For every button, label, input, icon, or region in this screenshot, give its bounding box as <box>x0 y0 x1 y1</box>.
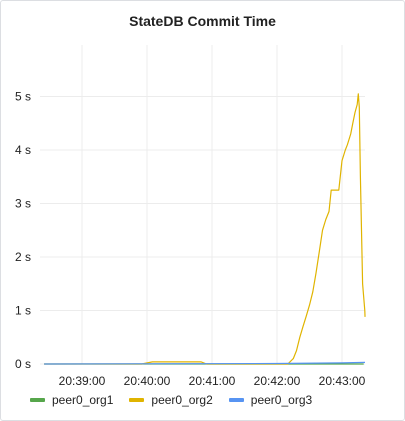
series-line-peer0-org3 <box>44 361 366 365</box>
legend-label: peer0_org1 <box>52 393 114 407</box>
y-tick-label: 4 s <box>15 143 31 157</box>
series-line-peer0-org2 <box>44 93 366 365</box>
panel-title: StateDB Commit Time <box>129 13 276 29</box>
y-tick-label: 0 s <box>15 357 31 371</box>
y-tick-label: 3 s <box>15 197 31 211</box>
legend-swatch <box>30 398 45 402</box>
legend-label: peer0_org2 <box>151 393 213 407</box>
legend-item-peer0-org1[interactable]: peer0_org1 <box>30 393 113 407</box>
legend-label: peer0_org3 <box>250 393 313 407</box>
legend: peer0_org1 peer0_org2 peer0_org3 <box>30 393 328 407</box>
legend-item-peer0-org2[interactable]: peer0_org2 <box>129 393 213 407</box>
y-tick-label: 1 s <box>15 304 31 318</box>
legend-swatch <box>129 398 145 402</box>
y-tick-label: 2 s <box>15 250 31 264</box>
y-tick-label: 5 s <box>15 90 31 104</box>
x-tick-label: 20:39:00 <box>59 374 106 388</box>
x-tick-label: 20:43:00 <box>319 374 366 388</box>
legend-swatch <box>228 398 244 402</box>
x-tick-label: 20:42:00 <box>254 374 301 388</box>
x-tick-label: 20:40:00 <box>124 374 171 388</box>
legend-item-peer0-org3[interactable]: peer0_org3 <box>228 393 313 407</box>
x-tick-label: 20:41:00 <box>189 374 236 388</box>
